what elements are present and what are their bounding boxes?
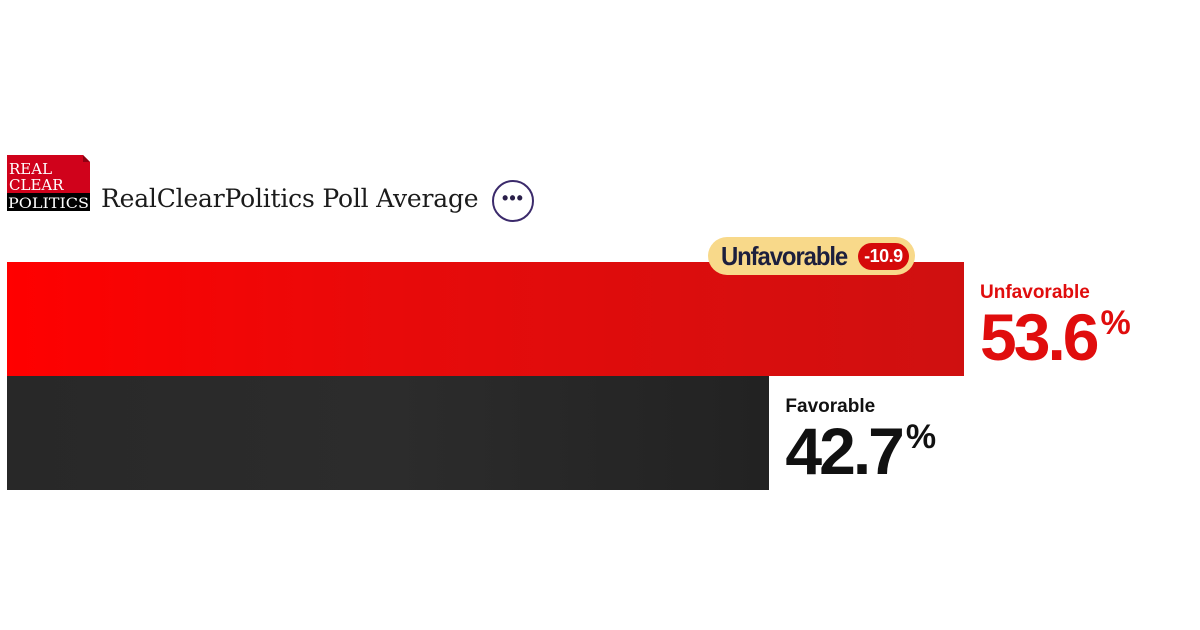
more-options-button[interactable]: ••• — [492, 180, 534, 222]
spread-badge: Unfavorable -10.9 — [708, 237, 915, 275]
unfavorable-number: 53.6 — [980, 300, 1099, 374]
favorable-value: 42.7% — [785, 418, 936, 484]
more-options-icon: ••• — [502, 188, 524, 208]
logo-line-2: CLEAR — [9, 176, 64, 194]
unfavorable-value: 53.6% — [980, 304, 1131, 370]
favorable-unit: % — [905, 418, 937, 456]
source-title: RealClearPolitics Poll Average — [101, 184, 479, 213]
unfavorable-unit: % — [1100, 304, 1131, 342]
spread-leader-label: Unfavorable — [721, 240, 848, 271]
favorable-number: 42.7 — [785, 414, 904, 488]
spread-value: -10.9 — [858, 242, 909, 270]
logo-line-3: POLITICS — [8, 196, 89, 211]
bar-unfavorable — [7, 262, 965, 376]
rcp-logo-graphic: REAL CLEAR POLITICS — [7, 155, 90, 211]
favorable-value-block: Favorable 42.7% — [785, 396, 936, 484]
favorable-label: Favorable — [785, 396, 876, 417]
bar-favorable — [7, 376, 770, 490]
unfavorable-value-block: Unfavorable 53.6% — [980, 282, 1131, 370]
unfavorable-label: Unfavorable — [980, 282, 1090, 303]
logo-line-1: REAL — [9, 160, 52, 178]
rcp-logo: REAL CLEAR POLITICS — [7, 155, 90, 211]
